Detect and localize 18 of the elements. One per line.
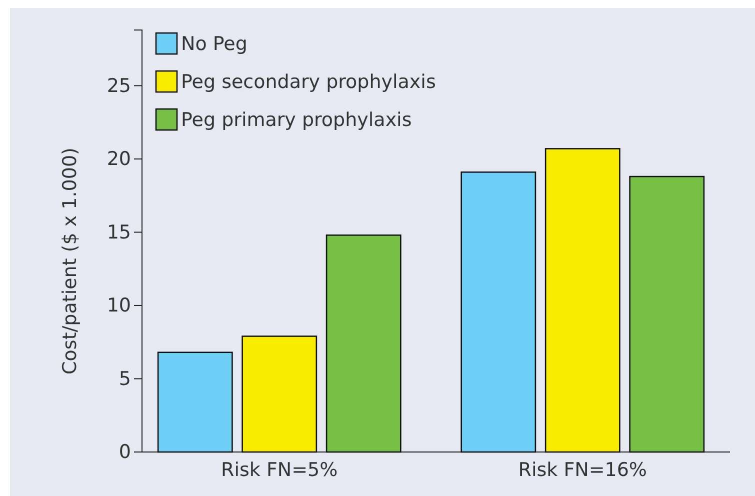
bar <box>242 336 318 453</box>
bar <box>326 234 402 453</box>
y-tick-label: 10 <box>106 294 131 317</box>
bar <box>544 148 620 453</box>
legend-label: Peg primary prophylaxis <box>181 109 412 131</box>
y-tick-label: 0 <box>118 441 131 464</box>
y-axis-title: Cost/patient ($ x 1.000) <box>59 148 81 374</box>
y-tick-label: 15 <box>106 221 131 244</box>
bar <box>629 176 705 453</box>
x-tick-label: Risk FN=5% <box>221 458 338 481</box>
y-tick-label: 20 <box>106 148 131 170</box>
bar <box>157 352 233 453</box>
bar <box>460 171 536 453</box>
legend-label: Peg secondary prophylaxis <box>181 71 436 93</box>
y-tick-label: 25 <box>106 74 131 97</box>
legend-label: No Peg <box>181 33 248 55</box>
y-tick-label: 5 <box>118 368 131 390</box>
x-tick-label: Risk FN=16% <box>518 458 647 481</box>
